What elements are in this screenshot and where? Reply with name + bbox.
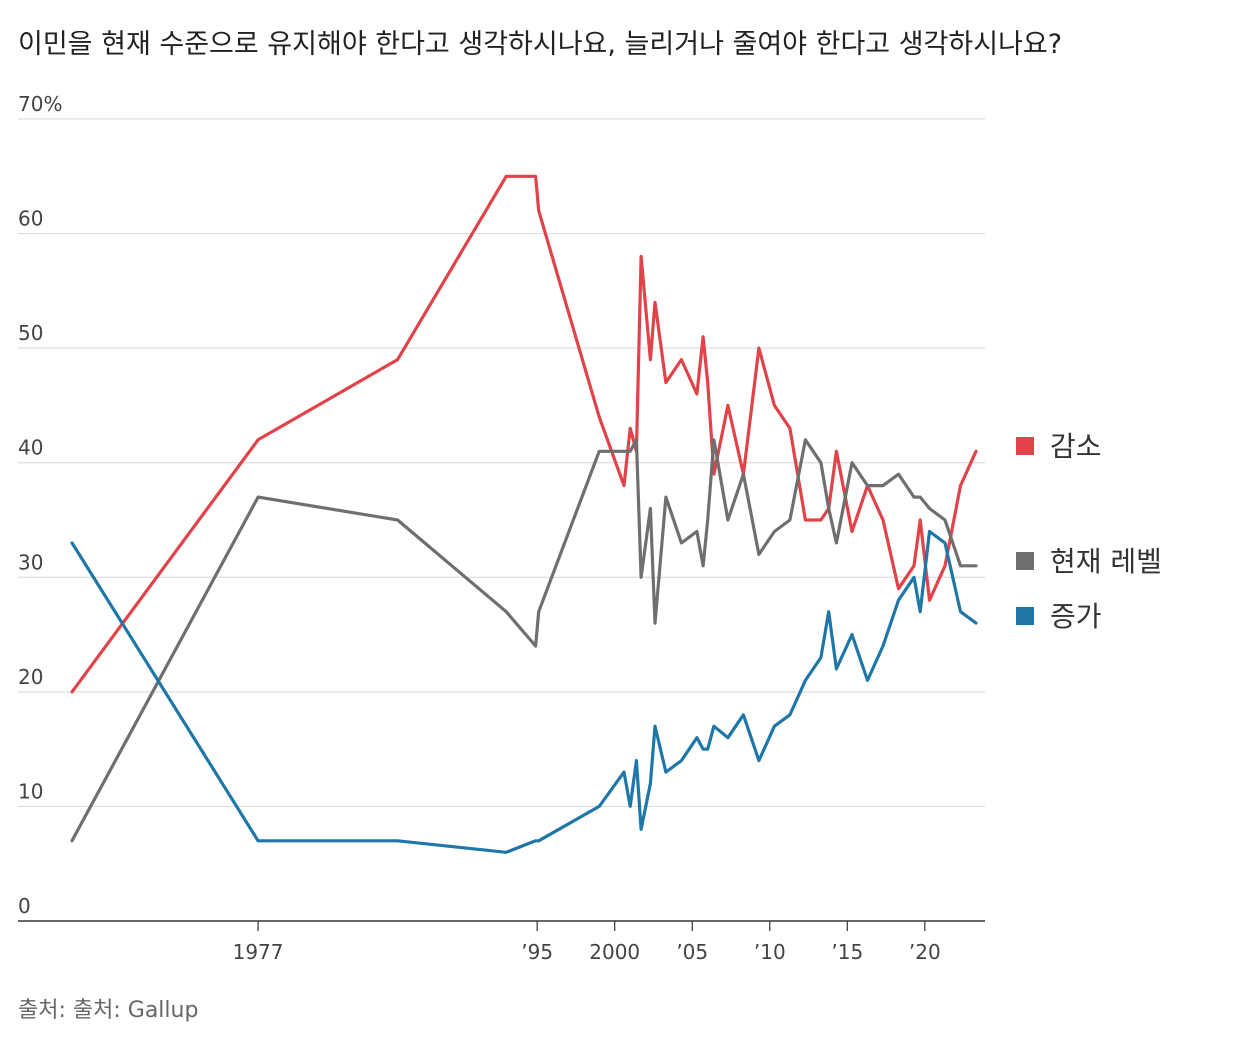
- series-lines: [70, 174, 978, 854]
- y-tick-label: 30: [18, 550, 43, 574]
- x-tick-label: ’95: [521, 940, 553, 964]
- x-axis: 1977 ’95 2000 ’05 ’10 ’15 ’20: [18, 920, 985, 964]
- x-tick-label: ’20: [909, 940, 941, 964]
- grid-lines: [18, 118, 985, 808]
- legend-item-increase[interactable]: 증가: [1016, 600, 1102, 633]
- y-tick-label: 70%: [18, 92, 62, 116]
- series-line-decrease: [70, 174, 978, 694]
- x-tick-label: ’05: [676, 940, 708, 964]
- chart-title: 이민을 현재 수준으로 유지해야 한다고 생각하시나요, 늘리거나 줄여야 한다…: [18, 22, 1062, 61]
- legend-swatch: [1016, 437, 1034, 455]
- source-text: 출처: 출처: Gallup: [18, 998, 199, 1023]
- x-tick-label: ’10: [754, 940, 786, 964]
- source-note: 출처: 출처: Gallup: [18, 992, 198, 1024]
- legend-label: 감소: [1050, 430, 1102, 463]
- series-line-same: [70, 438, 978, 843]
- legend-swatch: [1016, 607, 1034, 625]
- y-tick-label: 20: [18, 665, 43, 689]
- x-tick-label: ’15: [831, 940, 863, 964]
- legend-label: 증가: [1050, 600, 1102, 633]
- y-tick-label: 40: [18, 436, 43, 460]
- legend-swatch: [1016, 552, 1034, 570]
- legend-item-decrease[interactable]: 감소: [1016, 430, 1102, 463]
- y-tick-label: 10: [18, 779, 43, 803]
- y-tick-label: 60: [18, 207, 43, 231]
- chart-title-text: 이민을 현재 수준으로 유지해야 한다고 생각하시나요, 늘리거나 줄여야 한다…: [18, 29, 1063, 60]
- legend-item-same[interactable]: 현재 레벨: [1016, 545, 1162, 578]
- y-tick-label: 0: [18, 894, 31, 918]
- legend-label: 현재 레벨: [1050, 545, 1162, 578]
- x-tick-label: 1977: [233, 940, 284, 964]
- series-line-increase: [70, 529, 978, 854]
- x-tick-label: 2000: [589, 940, 640, 964]
- y-tick-label: 50: [18, 321, 43, 345]
- y-axis-ticks: 0 10 20 30 40 50 60 70%: [18, 92, 62, 918]
